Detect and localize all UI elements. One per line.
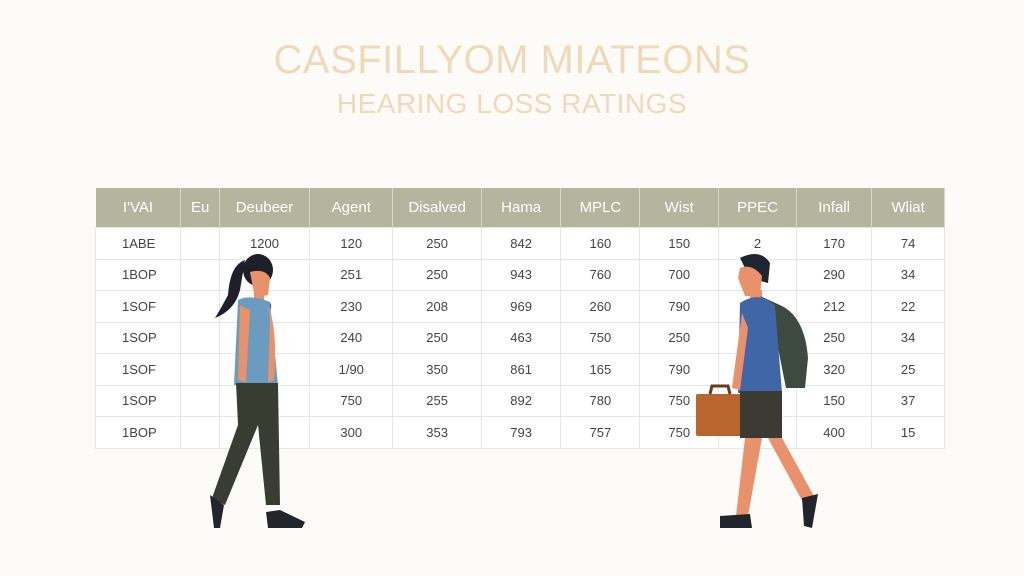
page-subtitle: HEARING LOSS RATINGS xyxy=(336,88,688,119)
table-cell: 1ABE xyxy=(94,227,182,260)
table-cell: 750 xyxy=(560,321,641,354)
table-cell: 240 xyxy=(309,321,394,354)
table-cell: 250 xyxy=(639,321,720,354)
table-cell: 250 xyxy=(392,227,482,260)
table-cell: 969 xyxy=(480,290,562,323)
table-cell: 350 xyxy=(392,353,482,386)
table-row: 1SOF4023020896926079021222 xyxy=(94,290,945,323)
woman-illustration xyxy=(210,254,305,528)
table-cell: 212 xyxy=(795,290,873,323)
column-header: Infall xyxy=(796,188,873,228)
page-title: CASFILLYOM MIATEONS xyxy=(273,38,751,82)
table-cell: 74 xyxy=(871,227,945,260)
column-header: Disalved xyxy=(392,188,482,228)
table-cell xyxy=(180,227,220,260)
table-cell: 250 xyxy=(392,258,482,291)
table-cell: 1SOF xyxy=(94,290,182,323)
table-cell: 2 xyxy=(718,227,797,260)
table-row: 1ABE 1200 120 250 842 160 150 2 170 74 xyxy=(94,227,945,260)
table-cell: 250 xyxy=(392,321,482,354)
column-header: Hama xyxy=(481,188,562,228)
table-cell: 757 xyxy=(560,416,641,449)
table-cell: 943 xyxy=(480,258,562,291)
table-cell: 842 xyxy=(480,227,562,260)
table-cell: 1BOP xyxy=(94,416,182,449)
column-header: Eu xyxy=(180,188,220,228)
table-cell: 230 xyxy=(309,290,394,323)
table-cell: 353 xyxy=(392,416,482,449)
table-cell: 150 xyxy=(639,227,720,260)
table-cell: 15 xyxy=(871,416,945,449)
table-cell xyxy=(180,258,220,291)
table-cell: 1/90 xyxy=(309,353,394,386)
column-header: PPEC xyxy=(718,188,797,228)
table-cell: 463 xyxy=(480,321,562,354)
table-cell: 34 xyxy=(871,321,945,354)
table-cell: 300 xyxy=(309,416,394,449)
table-cell: 170 xyxy=(795,227,873,260)
table-cell: 250 xyxy=(795,321,873,354)
table-cell: 160 xyxy=(560,227,641,260)
table-cell xyxy=(180,353,220,386)
table-cell xyxy=(180,290,220,323)
table-cell: 1BOP xyxy=(94,258,182,291)
table-cell: 165 xyxy=(560,353,641,386)
column-header: Wliat xyxy=(871,188,945,228)
table-cell: 793 xyxy=(480,416,562,449)
column-header: Agent xyxy=(309,188,394,228)
ratings-table: I'VAI Eu Deubeer Agent Disalved Hama MPLC Wist P… xyxy=(94,188,945,449)
table-cell: 255 xyxy=(392,384,482,417)
table-cell: 22 xyxy=(871,290,945,323)
table-cell: 208 xyxy=(392,290,482,323)
table-row: 1SOF 1/90 350 861 165 790 320 25 xyxy=(94,353,945,386)
table-cell: 760 xyxy=(560,258,641,291)
table-cell: 892 xyxy=(480,384,562,417)
table-header-row: I'VAI Eu Deubeer Agent Disalved Hama MPLC Wist P… xyxy=(95,188,945,228)
table-cell: 34 xyxy=(871,258,945,291)
table-cell: 120 xyxy=(309,227,394,260)
man-illustration xyxy=(696,254,818,528)
table-cell: 1SOF xyxy=(94,353,182,386)
table-cell: 150 xyxy=(795,384,873,417)
table-cell: 1SOP xyxy=(94,384,182,417)
table-cell: 750 xyxy=(309,384,394,417)
column-header: I'VAI xyxy=(95,188,182,228)
table-cell: 37 xyxy=(871,384,945,417)
column-header: Deubeer xyxy=(219,188,311,228)
table-cell: 260 xyxy=(560,290,641,323)
table-cell: 251 xyxy=(309,258,394,291)
table-cell: 320 xyxy=(795,353,873,386)
table-cell: 861 xyxy=(480,353,562,386)
table-cell: 25 xyxy=(871,353,945,386)
column-header: Wist xyxy=(639,188,720,228)
table-cell: 400 xyxy=(795,416,873,449)
column-header: MPLC xyxy=(560,188,641,228)
table-cell: 1SOP xyxy=(94,321,182,354)
table-cell xyxy=(180,416,220,449)
table-row: 1SOP 750 255 892 780 750 150 37 xyxy=(94,384,945,417)
table-cell: 780 xyxy=(560,384,641,417)
table-cell: 290 xyxy=(795,258,873,291)
